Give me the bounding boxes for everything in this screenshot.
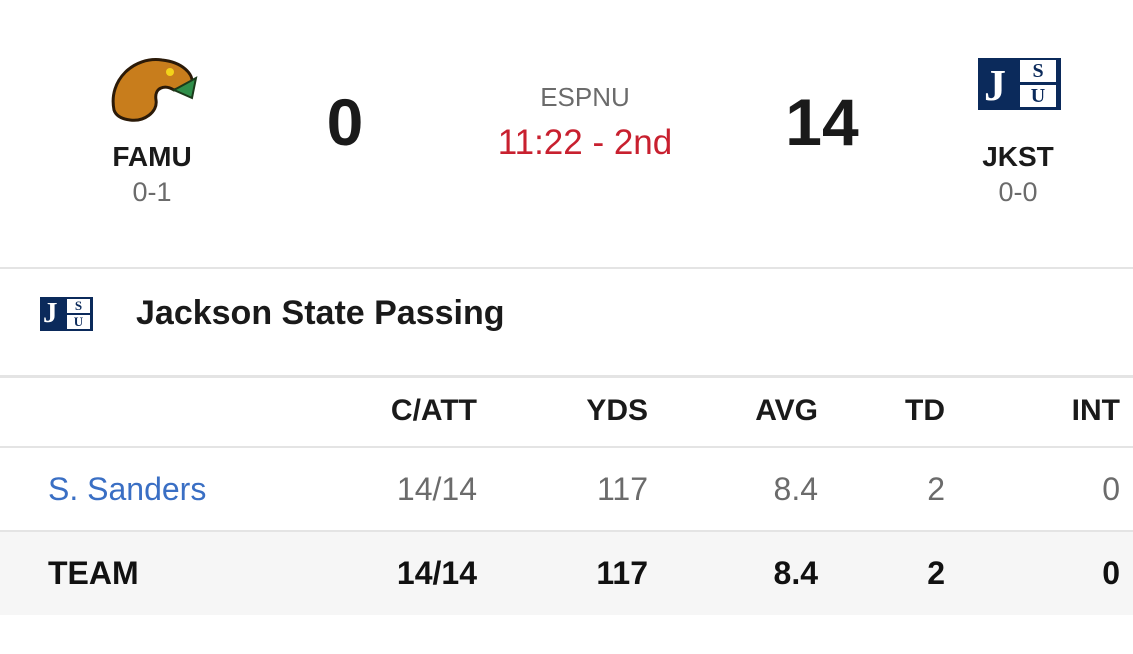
column-header: INT: [1071, 394, 1120, 427]
logo-letter: U: [67, 315, 90, 329]
stat-cell: 2: [927, 471, 945, 507]
stat-cell: 0: [1102, 555, 1120, 591]
jsu-logo: J S U: [978, 58, 1061, 110]
column-header: TD: [905, 394, 945, 427]
logo-letter: J: [43, 297, 58, 329]
stat-cell: 117: [596, 471, 648, 507]
game-clock: 11:22 - 2nd: [497, 123, 673, 162]
divider: [0, 267, 1133, 269]
home-record: 0-1: [132, 177, 172, 207]
divider: [0, 375, 1133, 378]
team-row-bg: [0, 532, 1133, 615]
away-score: 14: [785, 85, 859, 159]
divider: [0, 446, 1133, 448]
home-score: 0: [326, 85, 364, 159]
column-header: C/ATT: [390, 394, 477, 427]
network: ESPNU: [540, 82, 630, 112]
column-header: YDS: [586, 394, 648, 427]
home-team: FAMU: [112, 141, 192, 172]
team-total-label: TEAM: [48, 555, 139, 591]
logo-letter: U: [1020, 85, 1056, 107]
stat-cell: 8.4: [773, 555, 818, 591]
section-logo: J S U: [40, 297, 93, 331]
stat-cell: 117: [596, 555, 648, 591]
away-team: JKST: [982, 141, 1054, 172]
famu-logo: [111, 58, 198, 122]
stat-cell: 8.4: [773, 471, 818, 507]
column-header: AVG: [755, 394, 818, 427]
logo-letter: S: [67, 299, 90, 313]
stat-cell: 14/14: [396, 471, 477, 507]
section-title: Jackson State Passing: [136, 294, 505, 332]
stat-cell: 2: [927, 555, 945, 591]
logo-letter: J: [984, 61, 1006, 110]
player-name[interactable]: S. Sanders: [48, 471, 207, 507]
stat-cell: 14/14: [396, 555, 477, 591]
stat-cell: 0: [1102, 471, 1120, 507]
logo-letter: S: [1020, 60, 1056, 82]
away-record: 0-0: [998, 177, 1038, 207]
divider: [0, 530, 1133, 532]
